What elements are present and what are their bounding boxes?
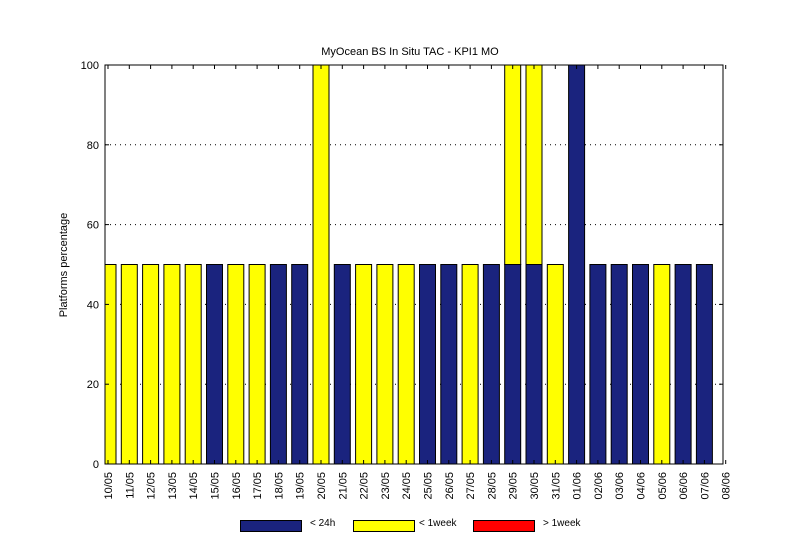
- bar-lt24h-15-05: [206, 264, 223, 464]
- legend-label-lt24h: < 24h: [310, 518, 336, 529]
- bar-lt1week-05-06: [653, 264, 671, 464]
- x-tick-label: 20/05: [316, 472, 328, 500]
- bar-lt24h-01-06: [568, 65, 586, 464]
- bar-lt24h-06-06: [674, 264, 692, 464]
- x-tick-label: 15/05: [210, 472, 222, 500]
- legend: < 24h < 1week > 1week: [0, 518, 799, 534]
- bar-lt24h-30-05: [525, 264, 543, 464]
- y-tick-label: 60: [87, 220, 99, 232]
- x-tick-label: 11/05: [124, 472, 136, 499]
- plot-frame: [104, 64, 724, 465]
- x-tick-label: 01/06: [572, 472, 584, 500]
- chart-title: MyOcean BS In Situ TAC - KPI1 MO: [321, 46, 499, 58]
- x-tick-label: 18/05: [273, 472, 285, 500]
- x-tick-label: 10/05: [103, 472, 115, 500]
- bar-lt24h-03-06: [610, 264, 628, 464]
- bar-lt1week-16-05: [227, 264, 245, 464]
- x-tick-label: 16/05: [231, 472, 243, 500]
- x-tick-label: 14/05: [188, 472, 200, 500]
- x-tick-label: 07/06: [699, 472, 711, 500]
- legend-swatch-lt24h: [240, 520, 302, 532]
- x-tick-label: 30/05: [529, 472, 541, 500]
- x-tick-label: 13/05: [167, 472, 179, 500]
- bar-lt24h-29-05: [504, 264, 522, 464]
- legend-swatch-lt1week: [353, 520, 415, 532]
- x-tick-label: 08/06: [721, 472, 733, 500]
- bar-lt24h-28-05: [482, 264, 500, 464]
- bar-lt1week-23-05: [376, 264, 394, 464]
- bar-lt1week-20-05: [312, 65, 330, 464]
- bar-lt24h-18-05: [269, 264, 287, 464]
- y-axis-label: Platforms percentage: [58, 213, 70, 318]
- bar-lt1week-22-05: [355, 264, 373, 464]
- x-tick-label: 06/06: [678, 472, 690, 500]
- bar-lt1week-31-05: [546, 264, 564, 464]
- bar-lt1week-10-05: [105, 264, 117, 464]
- x-tick-label: 27/05: [465, 472, 477, 500]
- x-tick-label: 21/05: [337, 472, 349, 500]
- bar-lt24h-21-05: [333, 264, 351, 464]
- x-tick-label: 17/05: [252, 472, 264, 500]
- bar-lt24h-07-06: [695, 264, 713, 464]
- bar-lt1week-30-05: [525, 65, 543, 265]
- y-tick-label: 0: [93, 459, 99, 471]
- bar-lt1week-13-05: [163, 264, 181, 464]
- x-tick-label: 03/06: [614, 472, 626, 500]
- bar-lt24h-04-06: [632, 264, 649, 464]
- x-tick-label: 05/06: [657, 472, 669, 500]
- legend-label-lt1week: < 1week: [419, 518, 457, 529]
- bar-lt24h-02-06: [589, 264, 607, 464]
- bars-group: [105, 65, 713, 464]
- bar-lt1week-27-05: [461, 264, 479, 464]
- y-tick-label: 40: [87, 299, 99, 311]
- x-tick-label: 23/05: [380, 472, 392, 500]
- x-tick-label: 12/05: [146, 472, 158, 500]
- bar-lt24h-19-05: [291, 264, 309, 464]
- x-tick-label: 19/05: [295, 472, 307, 500]
- legend-swatch-gt1week: [473, 520, 535, 532]
- y-tick-label: 100: [81, 60, 99, 72]
- y-axis-ticks: 0 20 40 60 80 100: [81, 60, 723, 471]
- legend-label-gt1week: > 1week: [543, 518, 581, 529]
- bar-lt1week-12-05: [142, 264, 160, 464]
- bar-lt24h-25-05: [419, 264, 436, 464]
- bar-lt1week-17-05: [248, 264, 266, 464]
- bar-lt1week-24-05: [397, 264, 415, 464]
- y-tick-label: 80: [87, 140, 99, 152]
- x-tick-label: 26/05: [444, 472, 456, 500]
- x-tick-label: 04/06: [636, 472, 648, 500]
- x-tick-label: 28/05: [486, 472, 498, 500]
- y-tick-label: 20: [87, 379, 99, 391]
- bar-lt1week-11-05: [120, 264, 138, 464]
- x-tick-label: 25/05: [423, 472, 435, 500]
- x-tick-label: 24/05: [401, 472, 413, 500]
- x-tick-label: 29/05: [508, 472, 520, 500]
- x-tick-label: 31/05: [550, 472, 562, 500]
- bar-lt1week-14-05: [184, 264, 202, 464]
- x-axis-ticks: 10/05 11/05 12/05 13/05 14/05 15/05 16/05 17/05…: [103, 65, 733, 500]
- x-tick-label: 02/06: [593, 472, 605, 500]
- x-tick-label: 22/05: [359, 472, 371, 500]
- bar-lt1week-29-05: [504, 65, 522, 265]
- bar-lt24h-26-05: [440, 264, 458, 464]
